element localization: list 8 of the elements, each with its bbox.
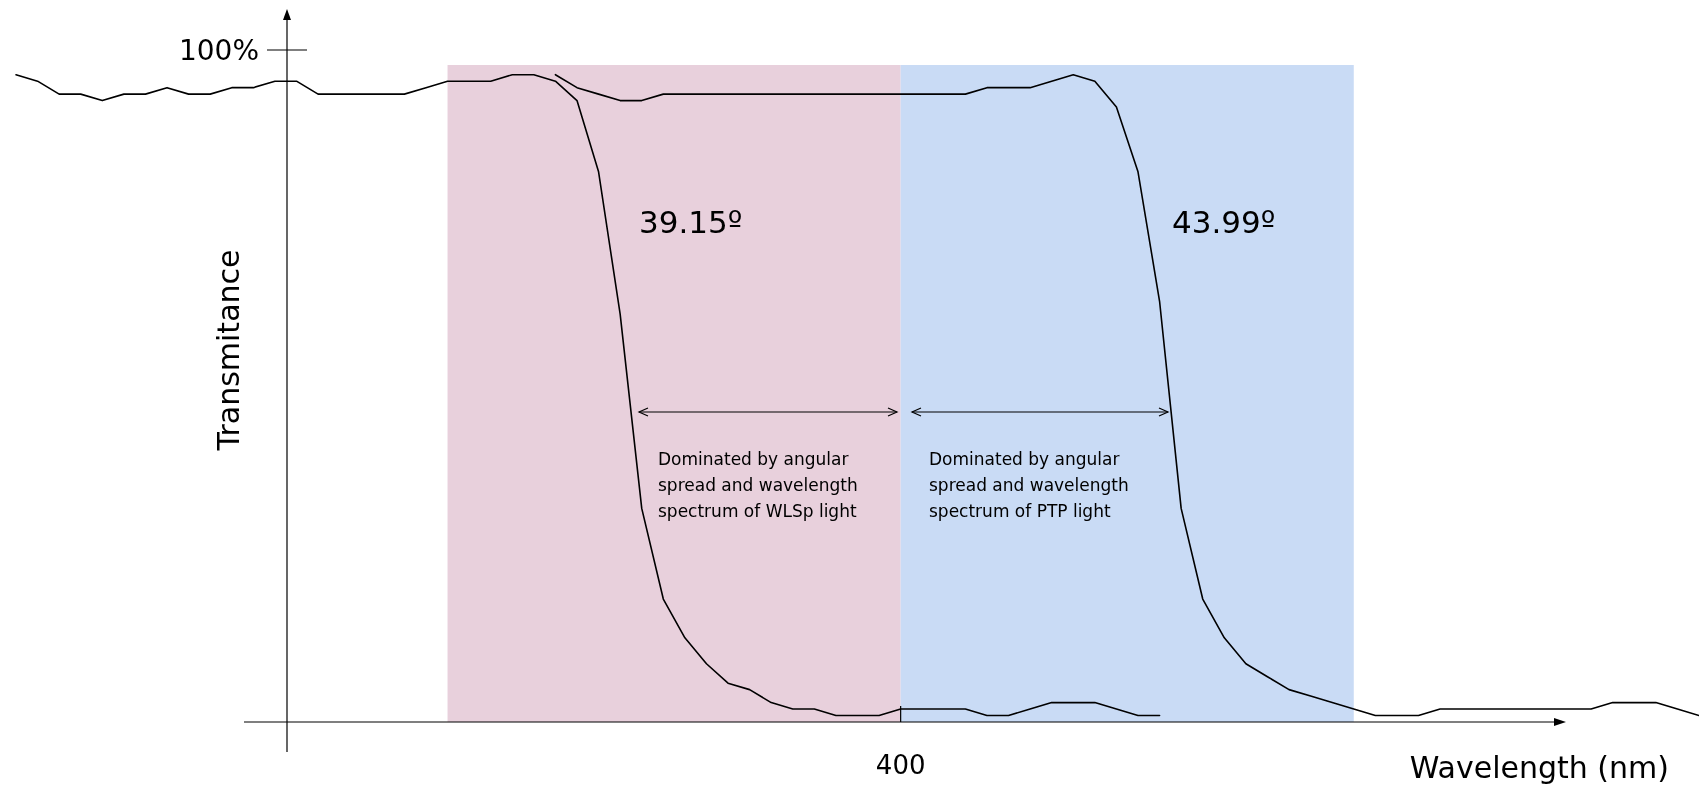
text: 400: [875, 750, 926, 780]
annotation: 39.15º: [639, 204, 743, 240]
annotation: Dominated by angular spread and wavelength spectrum of PTP light: [929, 449, 1135, 521]
annotation: 43.99º: [1172, 204, 1276, 240]
y-axis-title: Transmitance: [210, 249, 246, 452]
annotation: Dominated by angular spread and wavelength spectrum of WLSp light: [658, 449, 864, 521]
x-axis-title: Wavelength (nm): [1409, 749, 1670, 785]
text: 100%: [178, 33, 259, 67]
